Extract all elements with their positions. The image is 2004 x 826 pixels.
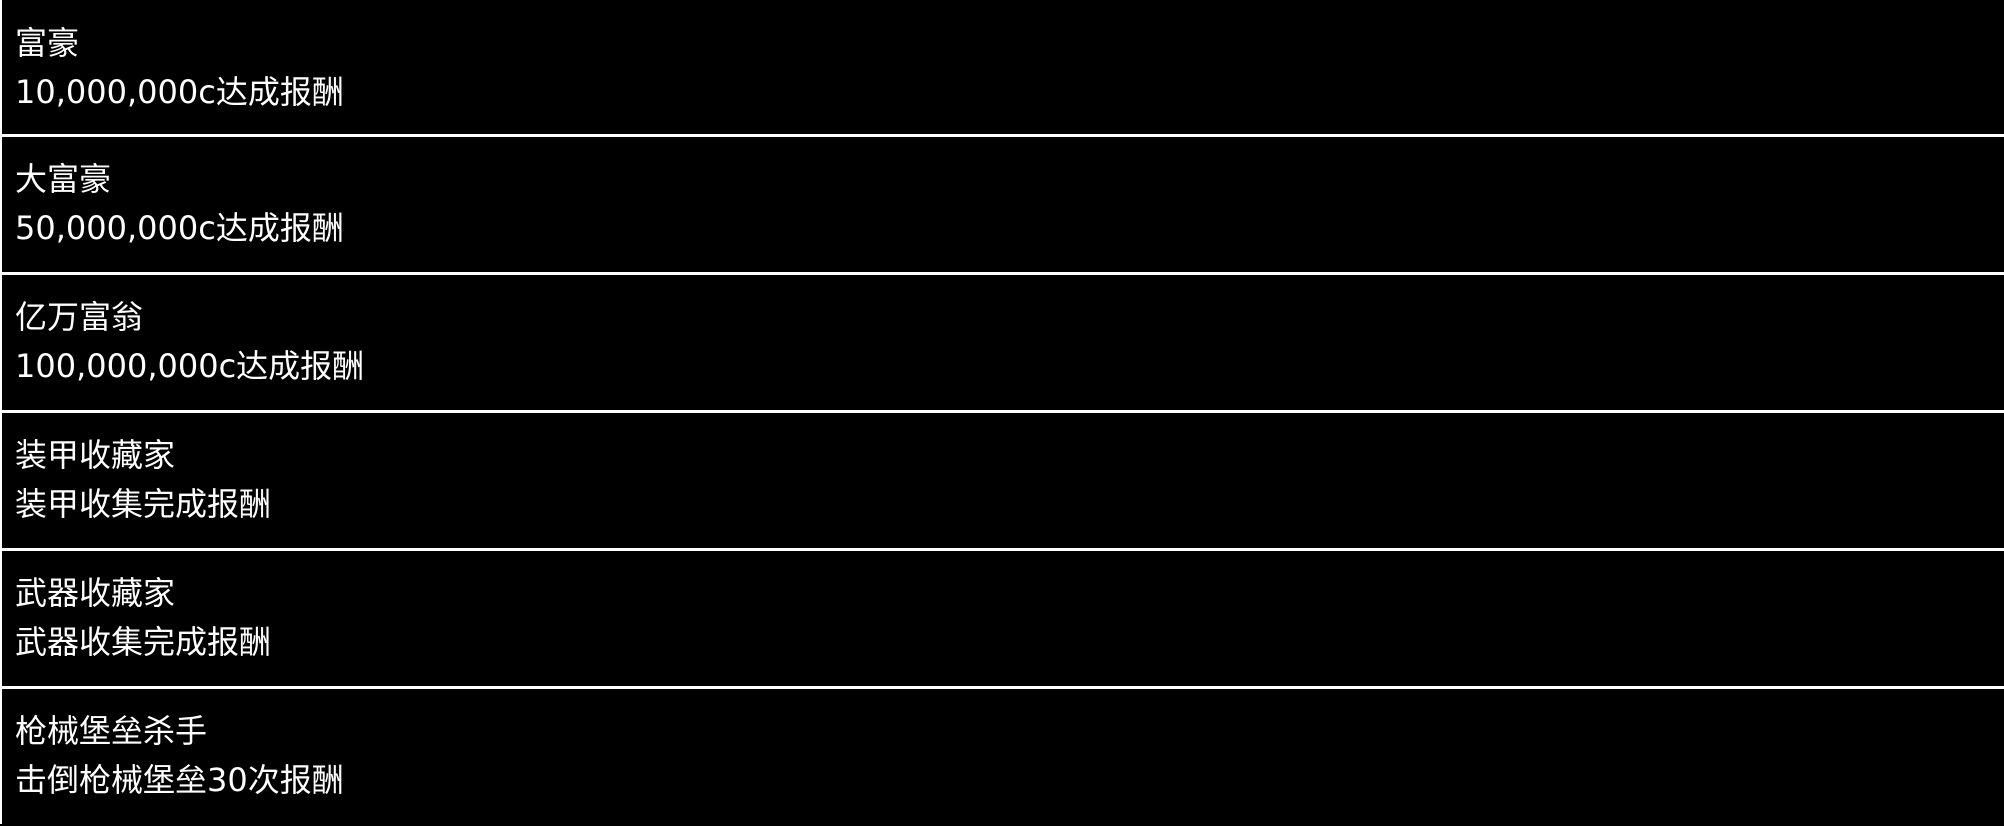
list-item[interactable]: 大富豪 50,000,000c达成报酬 <box>2 137 2004 272</box>
achievement-title: 亿万富翁 <box>15 298 144 336</box>
list-item[interactable]: 武器收藏家 武器收集完成报酬 <box>2 551 2004 686</box>
achievement-title: 大富豪 <box>15 160 112 198</box>
list-item[interactable]: 富豪 10,000,000c达成报酬 <box>2 0 2004 134</box>
achievement-description: 武器收集完成报酬 <box>15 623 272 661</box>
achievement-description: 100,000,000c达成报酬 <box>15 347 365 385</box>
achievement-description: 50,000,000c达成报酬 <box>15 209 344 247</box>
list-item[interactable]: 枪械堡垒杀手 击倒枪械堡垒30次报酬 <box>2 689 2004 824</box>
achievement-description: 10,000,000c达成报酬 <box>15 73 344 111</box>
achievement-title: 富豪 <box>15 24 80 62</box>
list-item[interactable]: 亿万富翁 100,000,000c达成报酬 <box>2 275 2004 410</box>
achievement-description: 装甲收集完成报酬 <box>15 485 272 523</box>
achievement-title: 枪械堡垒杀手 <box>15 712 208 750</box>
achievement-description: 击倒枪械堡垒30次报酬 <box>15 761 344 799</box>
list-item[interactable]: 装甲收藏家 装甲收集完成报酬 <box>2 413 2004 548</box>
achievement-title: 武器收藏家 <box>15 574 176 612</box>
achievement-title: 装甲收藏家 <box>15 436 176 474</box>
